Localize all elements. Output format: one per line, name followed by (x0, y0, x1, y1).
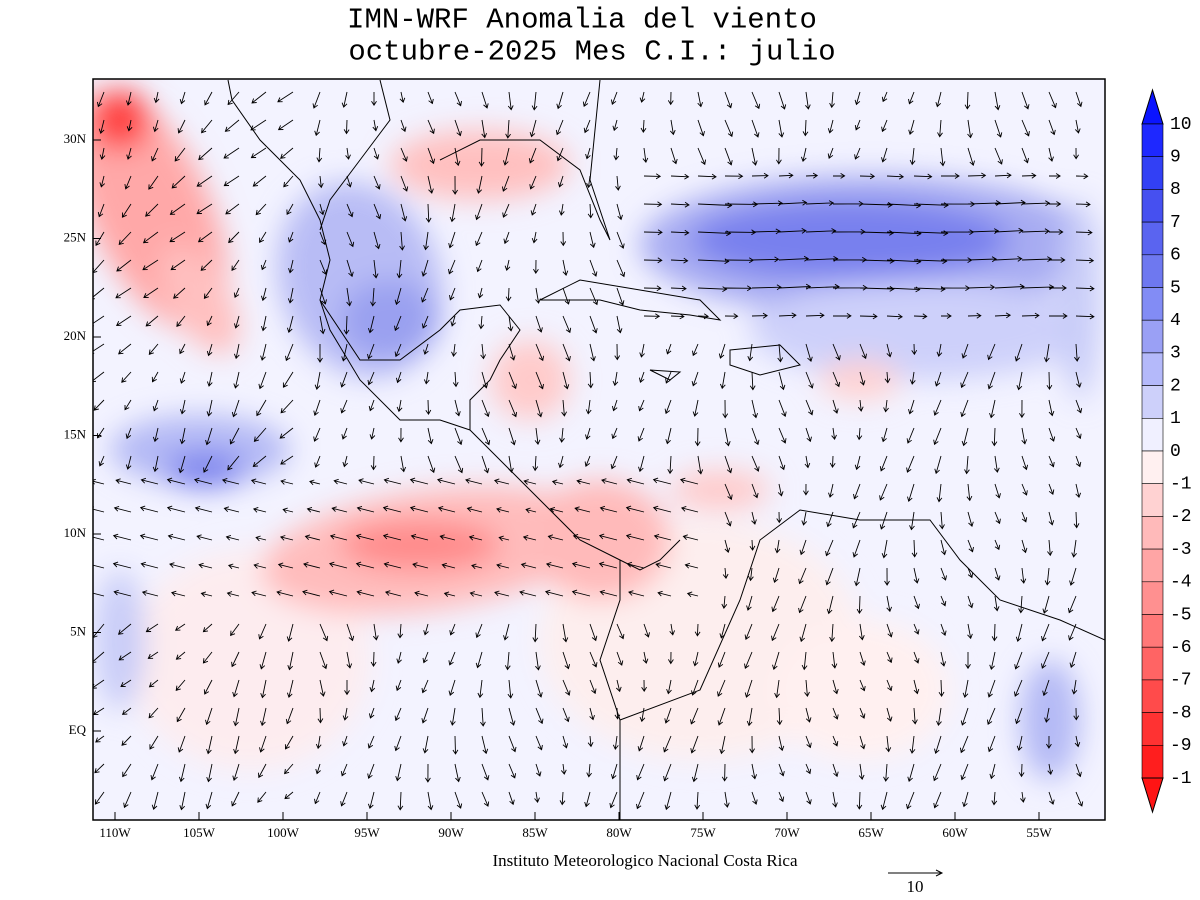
colorbar-box (1141, 712, 1164, 746)
lon-label: 60W (942, 825, 968, 840)
colorbar-label: -8 (1170, 703, 1192, 723)
colorbar-label: -4 (1170, 573, 1192, 593)
colorbar-label: 6 (1170, 246, 1181, 266)
footer: Instituto Meteorologico Nacional Costa R… (493, 851, 798, 870)
colorbar-arrow (1141, 88, 1164, 125)
axis-labels: 110W 105W 100W 95W 90W 85W 80W 75W 70W 65W 60W 55W 3… (64, 131, 1053, 840)
colorbar-box (1141, 450, 1164, 485)
colorbar-label: -9 (1170, 736, 1192, 756)
colorbar-label: 2 (1170, 376, 1181, 396)
colorbar-box (1141, 516, 1164, 550)
colorbar-label: 1 (1170, 409, 1181, 429)
colorbar-box (1141, 679, 1164, 713)
lon-label: 70W (774, 825, 800, 840)
lat-label: 20N (64, 328, 87, 343)
colorbar-box (1141, 319, 1164, 354)
colorbar-label: 9 (1170, 147, 1181, 167)
lon-label: 80W (606, 825, 632, 840)
colorbar-box (1141, 287, 1164, 321)
vector-scale-label: 10 (907, 877, 924, 896)
lat-label: 5N (70, 623, 87, 638)
colorbar-label: 4 (1170, 311, 1181, 331)
vector-scale-head (935, 869, 944, 877)
lon-label: 110W (99, 825, 131, 840)
colorbar-box (1141, 548, 1164, 583)
colorbar-label: 5 (1170, 278, 1181, 298)
colorbar-box (1141, 123, 1164, 158)
lon-label: 90W (438, 825, 464, 840)
colorbar-box (1141, 646, 1164, 681)
colorbar-box (1141, 614, 1164, 648)
lat-label: EQ (69, 722, 87, 737)
title-line: IMN-WRF Anomalia del viento (347, 4, 817, 37)
colorbar-box (1141, 417, 1164, 452)
map-frame (92, 78, 1106, 821)
colorbar-box (1141, 189, 1164, 223)
colorbar-box (1141, 221, 1164, 256)
colorbar-box (1141, 156, 1164, 190)
lon-label: 85W (522, 825, 548, 840)
colorbar-arrow (1141, 777, 1164, 814)
lon-label: 65W (858, 825, 884, 840)
colorbar-label: 3 (1170, 344, 1181, 364)
colorbar-label: -5 (1170, 605, 1192, 625)
colorbar-label: 7 (1170, 213, 1181, 233)
lat-label: 25N (64, 229, 87, 244)
colorbar-label: 8 (1170, 180, 1181, 200)
wind-vectors (93, 91, 1095, 811)
lon-label: 95W (354, 825, 380, 840)
colorbar-label: -2 (1170, 507, 1192, 527)
colorbar-label: -6 (1170, 638, 1192, 658)
colorbar-label: 0 (1170, 442, 1181, 462)
lon-label: 55W (1026, 825, 1052, 840)
lat-label: 30N (64, 131, 87, 146)
colorbar-label: -1 (1170, 769, 1192, 789)
lon-label: 75W (690, 825, 716, 840)
colorbar-box (1141, 352, 1164, 386)
colorbar-label: 10 (1170, 115, 1192, 135)
lat-label: 15N (64, 426, 87, 441)
title-line: octubre-2025 Mes C.I.: julio (348, 36, 835, 69)
colorbar-label: -1 (1170, 474, 1192, 494)
colorbar-box (1141, 744, 1164, 779)
lat-label: 10N (64, 525, 87, 540)
lon-label: 100W (267, 825, 300, 840)
anomaly-field (93, 79, 1105, 820)
colorbar-label: -7 (1170, 671, 1192, 691)
colorbar-box (1141, 581, 1164, 615)
colorbar-box (1141, 385, 1164, 419)
lon-label: 105W (183, 825, 216, 840)
colorbar-box (1141, 483, 1164, 517)
colorbar-label: -3 (1170, 540, 1192, 560)
colorbar-box (1141, 254, 1164, 288)
